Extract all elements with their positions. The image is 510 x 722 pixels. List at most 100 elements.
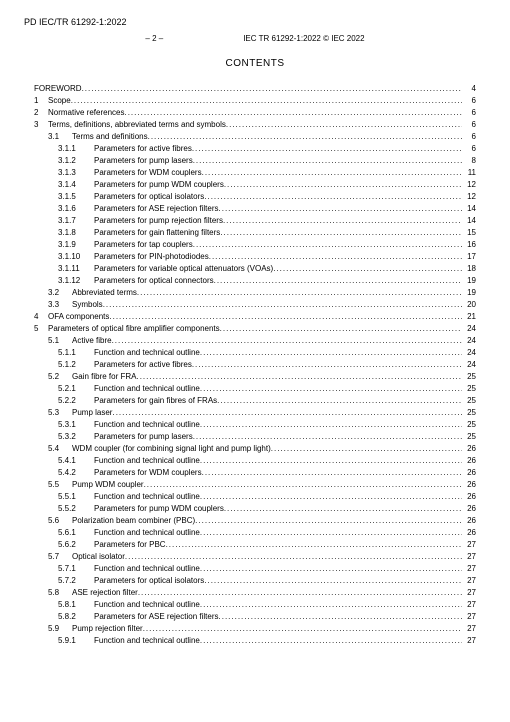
toc-entry: 3.3 Symbols20: [34, 300, 476, 311]
toc-page-number: 18: [462, 264, 476, 275]
toc-number: 5.4.1: [58, 456, 94, 467]
toc-leader: [273, 264, 462, 275]
toc-page-number: 26: [462, 468, 476, 479]
toc-number: 3: [34, 120, 48, 131]
toc-entry: 5.2.1 Function and technical outline25: [34, 384, 476, 395]
toc-entry: 3.1.10 Parameters for PIN-photodiodes17: [34, 252, 476, 263]
toc-entry: 5.4.1 Function and technical outline26: [34, 456, 476, 467]
toc-title: Function and technical outline: [94, 492, 200, 503]
toc-leader: [148, 132, 462, 143]
toc-entry: 5.8.2 Parameters for ASE rejection filte…: [34, 612, 476, 623]
toc-entry: 1 Scope6: [34, 96, 476, 107]
toc-entry: 3.1.9 Parameters for tap couplers16: [34, 240, 476, 251]
toc-number: 3.1.11: [58, 264, 94, 275]
toc-leader: [200, 456, 462, 467]
toc-title: ASE rejection filter: [72, 588, 138, 599]
toc-leader: [204, 192, 462, 203]
toc-leader: [193, 432, 462, 443]
toc-page-number: 26: [462, 504, 476, 515]
toc-entry: 3.1.5 Parameters for optical isolators12: [34, 192, 476, 203]
toc-entry: 3.1.2 Parameters for pump lasers8: [34, 156, 476, 167]
toc-page-number: 27: [462, 564, 476, 575]
toc-title: Pump WDM coupler: [72, 480, 144, 491]
toc-title: Parameters for optical isolators: [94, 192, 204, 203]
page-number: – 2 –: [145, 34, 163, 45]
toc-page-number: 24: [462, 324, 476, 335]
toc-leader: [193, 240, 462, 251]
toc-title: Parameters for variable optical attenuat…: [94, 264, 273, 275]
toc-page-number: 25: [462, 372, 476, 383]
toc-number: 5.9.1: [58, 636, 94, 647]
toc-page-number: 14: [462, 216, 476, 227]
toc-page-number: 25: [462, 396, 476, 407]
toc-number: 3.1.1: [58, 144, 94, 155]
toc-page-number: 25: [462, 408, 476, 419]
toc-page-number: 25: [462, 432, 476, 443]
toc-number: 4: [34, 312, 48, 323]
toc-title: Parameters for optical connectors: [94, 276, 214, 287]
toc-title: Parameters for gain fibres of FRAs: [94, 396, 217, 407]
toc-leader: [200, 564, 462, 575]
toc-title: FOREWORD: [34, 84, 82, 95]
toc-title: Function and technical outline: [94, 420, 200, 431]
toc-number: 5: [34, 324, 48, 335]
toc-title: Parameters for WDM couplers: [94, 168, 202, 179]
toc-leader: [112, 336, 462, 347]
toc-leader: [124, 108, 462, 119]
toc-title: Optical isolator: [72, 552, 125, 563]
toc-entry: 3.1.6 Parameters for ASE rejection filte…: [34, 204, 476, 215]
toc-page-number: 24: [462, 348, 476, 359]
toc-number: 5.6: [48, 516, 72, 527]
toc-leader: [220, 228, 462, 239]
toc-leader: [224, 504, 462, 515]
toc-leader: [214, 276, 462, 287]
toc-page-number: 11: [462, 168, 476, 179]
toc-title: Normative references: [48, 108, 124, 119]
toc-entry: 5.6 Polarization beam combiner (PBC)26: [34, 516, 476, 527]
toc-entry: FOREWORD4: [34, 84, 476, 95]
toc-leader: [200, 384, 462, 395]
toc-entry: 5.2.2 Parameters for gain fibres of FRAs…: [34, 396, 476, 407]
toc-title: Parameters for optical isolators: [94, 576, 204, 587]
toc-entry: 4 OFA components21: [34, 312, 476, 323]
toc-number: 3.1.12: [58, 276, 94, 287]
toc-title: Parameters for gain flattening filters: [94, 228, 220, 239]
toc-page-number: 17: [462, 252, 476, 263]
toc-number: 3.1.8: [58, 228, 94, 239]
toc-leader: [82, 84, 462, 95]
toc-title: Parameters for ASE rejection filters: [94, 612, 219, 623]
toc-title: Parameters for pump WDM couplers: [94, 504, 224, 515]
toc-leader: [195, 516, 462, 527]
toc-page-number: 19: [462, 288, 476, 299]
toc-leader: [192, 360, 462, 371]
toc-leader: [219, 204, 463, 215]
toc-page-number: 27: [462, 600, 476, 611]
toc-title: Pump rejection filter: [72, 624, 143, 635]
toc-entry: 5.7 Optical isolator27: [34, 552, 476, 563]
toc-page-number: 25: [462, 420, 476, 431]
toc-number: 5.2.2: [58, 396, 94, 407]
toc-number: 5.6.1: [58, 528, 94, 539]
toc-page-number: 15: [462, 228, 476, 239]
toc-title: Terms, definitions, abbreviated terms an…: [48, 120, 226, 131]
toc-leader: [219, 612, 463, 623]
toc-number: 3.2: [48, 288, 72, 299]
toc-page-number: 26: [462, 480, 476, 491]
toc-title: Parameters for pump lasers: [94, 156, 193, 167]
toc-number: 3.3: [48, 300, 72, 311]
toc-entry: 5.8.1 Function and technical outline27: [34, 600, 476, 611]
toc-number: 1: [34, 96, 48, 107]
toc-number: 5.7.1: [58, 564, 94, 575]
toc-number: 5.7: [48, 552, 72, 563]
toc-title: Function and technical outline: [94, 636, 200, 647]
document-id: PD IEC/TR 61292-1:2022: [24, 16, 476, 28]
toc-number: 3.1: [48, 132, 72, 143]
toc-leader: [226, 120, 462, 131]
toc-leader: [103, 300, 462, 311]
toc-number: 3.1.3: [58, 168, 94, 179]
toc-number: 3.1.9: [58, 240, 94, 251]
toc-leader: [200, 492, 462, 503]
toc-title: Symbols: [72, 300, 103, 311]
toc-entry: 5.1.2 Parameters for active fibres24: [34, 360, 476, 371]
toc-leader: [224, 180, 462, 191]
